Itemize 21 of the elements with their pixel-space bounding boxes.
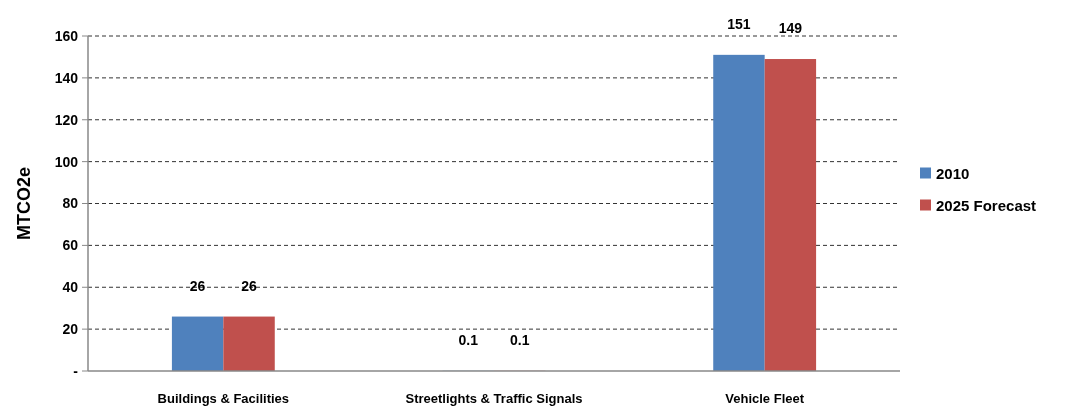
y-tick-label: - bbox=[73, 362, 79, 379]
y-axis-title: MTCO2e bbox=[14, 166, 34, 241]
data-label: 149 bbox=[778, 20, 803, 37]
x-tick-label: Streetlights & Traffic Signals bbox=[405, 391, 583, 406]
x-tick-label: Buildings & Facilities bbox=[157, 391, 290, 406]
y-tick-label: 100 bbox=[54, 153, 79, 170]
data-label: 0.1 bbox=[458, 331, 479, 348]
y-tick-label: 120 bbox=[54, 111, 79, 128]
data-label: 151 bbox=[727, 15, 751, 32]
legend-label: 2025 Forecast bbox=[936, 196, 1037, 214]
y-tick-label: 160 bbox=[54, 27, 79, 44]
y-tick-label: 80 bbox=[62, 195, 79, 212]
y-tick-label: 60 bbox=[62, 237, 79, 254]
y-tick-label: 20 bbox=[62, 321, 79, 338]
legend-label: 2010 bbox=[936, 164, 970, 182]
y-tick-label: 140 bbox=[54, 69, 79, 86]
x-tick-label: Vehicle Fleet bbox=[725, 391, 805, 406]
y-tick-label: 40 bbox=[62, 279, 79, 296]
data-label: 26 bbox=[189, 277, 206, 294]
data-label: 26 bbox=[241, 277, 258, 294]
data-label: 0.1 bbox=[509, 331, 530, 348]
